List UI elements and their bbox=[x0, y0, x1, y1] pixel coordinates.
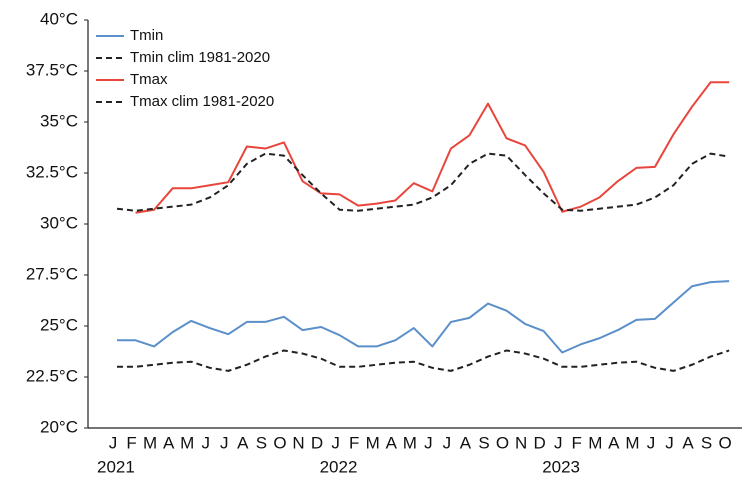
x-tick-label: A bbox=[608, 433, 620, 452]
x-tick-label: O bbox=[273, 433, 286, 452]
x-tick-label: S bbox=[256, 433, 267, 452]
x-tick-label: D bbox=[311, 433, 323, 452]
x-tick-label: N bbox=[292, 433, 304, 452]
x-tick-label: O bbox=[496, 433, 509, 452]
x-tick-label: M bbox=[180, 433, 194, 452]
x-tick-label: J bbox=[220, 433, 229, 452]
x-tick-label: F bbox=[126, 433, 136, 452]
x-tick-label: S bbox=[478, 433, 489, 452]
x-tick-label: J bbox=[202, 433, 211, 452]
legend-label: Tmin clim 1981-2020 bbox=[130, 49, 270, 66]
x-tick-label: J bbox=[443, 433, 452, 452]
x-tick-label: A bbox=[163, 433, 175, 452]
year-label: 2021 bbox=[97, 457, 135, 476]
y-tick-label: 22.5°C bbox=[26, 366, 78, 385]
x-tick-label: N bbox=[515, 433, 527, 452]
x-tick-label: J bbox=[331, 433, 340, 452]
legend-label: Tmax clim 1981-2020 bbox=[130, 93, 274, 110]
x-tick-label: M bbox=[143, 433, 157, 452]
x-tick-label: O bbox=[719, 433, 732, 452]
x-tick-label: J bbox=[665, 433, 674, 452]
x-tick-label: D bbox=[534, 433, 546, 452]
year-label: 2022 bbox=[320, 457, 358, 476]
legend-label: Tmax bbox=[130, 71, 168, 88]
y-tick-label: 25°C bbox=[40, 315, 78, 334]
x-tick-label: M bbox=[625, 433, 639, 452]
x-tick-label: J bbox=[109, 433, 118, 452]
y-tick-label: 40°C bbox=[40, 9, 78, 28]
x-tick-label: J bbox=[647, 433, 656, 452]
x-tick-label: M bbox=[588, 433, 602, 452]
x-tick-label: S bbox=[701, 433, 712, 452]
x-tick-label: A bbox=[237, 433, 249, 452]
series-line bbox=[135, 81, 730, 214]
x-tick-label: A bbox=[386, 433, 398, 452]
series-line bbox=[117, 280, 730, 354]
y-tick-label: 32.5°C bbox=[26, 162, 78, 181]
x-tick-label: A bbox=[460, 433, 472, 452]
series-line bbox=[116, 152, 730, 212]
x-tick-label: J bbox=[424, 433, 433, 452]
series-line bbox=[117, 349, 730, 372]
y-tick-label: 30°C bbox=[40, 213, 78, 232]
x-tick-label: A bbox=[682, 433, 694, 452]
y-tick-label: 35°C bbox=[40, 111, 78, 130]
year-label: 2023 bbox=[542, 457, 580, 476]
x-tick-label: M bbox=[366, 433, 380, 452]
x-tick-label: M bbox=[403, 433, 417, 452]
x-tick-label: F bbox=[572, 433, 582, 452]
legend-label: Tmin bbox=[130, 27, 163, 44]
y-tick-label: 20°C bbox=[40, 417, 78, 436]
x-tick-label: J bbox=[554, 433, 563, 452]
x-tick-label: F bbox=[349, 433, 359, 452]
y-tick-label: 37.5°C bbox=[26, 60, 78, 79]
y-tick-label: 27.5°C bbox=[26, 264, 78, 283]
